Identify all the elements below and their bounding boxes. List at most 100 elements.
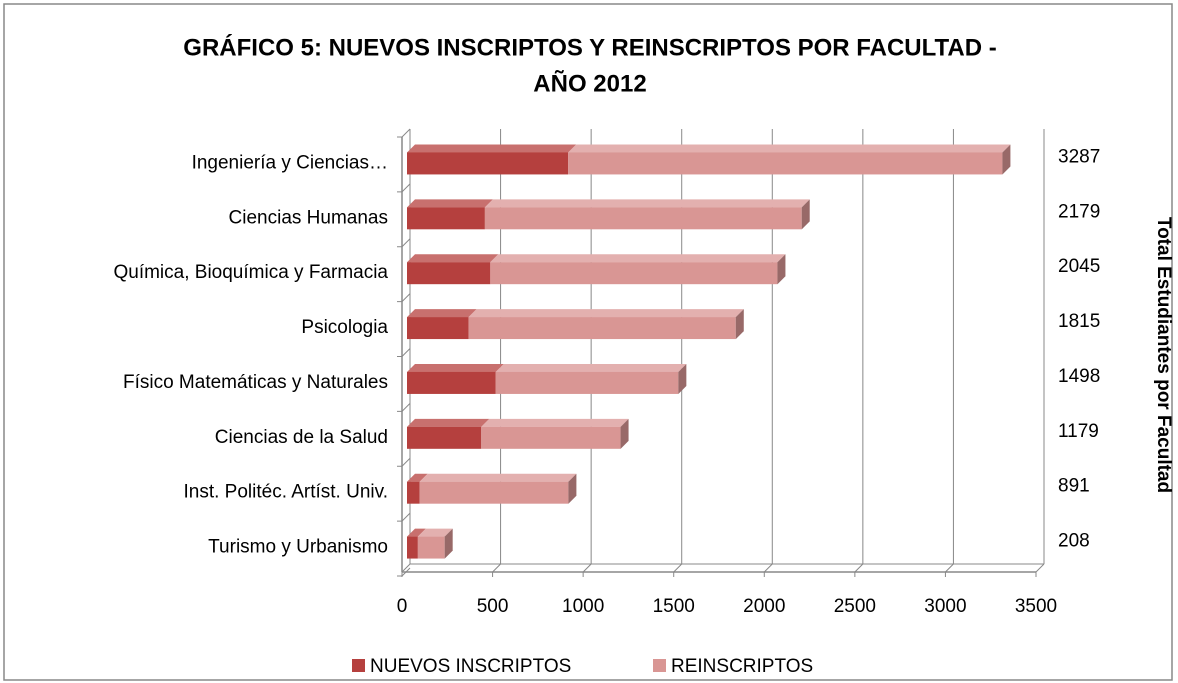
wall-line: [401, 293, 411, 302]
bar-top: [495, 363, 687, 372]
bar-top: [484, 199, 810, 208]
total-label: 1179: [1058, 421, 1099, 442]
bar-segment: [407, 363, 504, 394]
bar-side: [777, 254, 786, 285]
bar-front: [481, 426, 621, 449]
bar-segment: [568, 144, 1011, 175]
bar-front: [417, 536, 445, 559]
bar-front: [407, 481, 420, 504]
floor-tick: [492, 563, 501, 573]
y-tick-label: Inst. Politéc. Artíst. Univ.: [184, 482, 389, 503]
bar-top: [407, 254, 499, 263]
chart-title: AÑO 2012: [533, 69, 646, 97]
bar-side: [568, 473, 577, 504]
bar-top: [407, 528, 426, 537]
x-tick-label: 3500: [1015, 596, 1057, 617]
total-label: 2179: [1058, 201, 1100, 222]
bar-side: [620, 418, 629, 449]
bar-top: [407, 199, 493, 208]
floor-tick: [673, 563, 683, 573]
bar-front: [407, 536, 418, 559]
y-tick-label: Química, Bioquímica y Farmacia: [113, 262, 388, 283]
wall-line: [401, 403, 411, 412]
bar-segment: [407, 144, 577, 175]
y-tick-label: Psicologia: [301, 317, 388, 338]
bar-segment: [407, 418, 490, 449]
bar-segment: [417, 528, 453, 559]
y-tick-label: Ciencias Humanas: [229, 207, 388, 228]
bar-segment: [407, 254, 499, 285]
wall-line: [401, 348, 411, 357]
bar-top: [407, 144, 577, 153]
bar-front: [407, 426, 482, 449]
bar-front: [407, 152, 569, 175]
bar-top: [419, 473, 577, 482]
legend-swatch: [653, 659, 666, 672]
bar-front: [484, 207, 802, 230]
wall-line: [401, 183, 411, 193]
wall-line: [401, 457, 411, 467]
legend-swatch: [352, 659, 365, 672]
bar-top: [481, 418, 629, 427]
bar-top: [407, 418, 490, 427]
y-tick-label: Ingeniería y Ciencias…: [192, 152, 388, 173]
bar-front: [490, 262, 778, 285]
y-tick-label: Ciencias de la Salud: [215, 427, 388, 448]
bar-side: [801, 199, 810, 230]
wall-line: [401, 238, 411, 248]
bar-front: [468, 317, 736, 340]
wall-line: [401, 512, 411, 522]
floor-tick: [1035, 563, 1045, 573]
bar-segment: [407, 473, 428, 504]
bar-segment: [495, 363, 687, 394]
bar-segment: [419, 473, 577, 504]
bar-top: [407, 473, 428, 482]
total-label: 1498: [1058, 366, 1100, 387]
x-tick-label: 2000: [743, 596, 785, 617]
total-label: 208: [1058, 531, 1090, 552]
total-label: 2045: [1058, 256, 1100, 277]
wall-line: [401, 567, 411, 577]
bar-segment: [407, 309, 477, 340]
x-tick-label: 1500: [653, 596, 695, 617]
bar-segment: [481, 418, 629, 449]
bar-segment: [468, 309, 744, 340]
total-label: 1815: [1058, 311, 1100, 332]
floor-tick: [763, 563, 773, 573]
floor-tick: [401, 563, 411, 573]
x-tick-label: 500: [477, 596, 509, 617]
bar-side: [444, 528, 453, 559]
bar-top: [417, 528, 453, 537]
total-label: 891: [1058, 476, 1090, 497]
bar-front: [407, 317, 469, 340]
x-tick-label: 2500: [834, 596, 876, 617]
bar-segment: [484, 199, 810, 230]
bar-side: [735, 309, 744, 340]
floor-tick: [854, 563, 864, 573]
chart-title: GRÁFICO 5: NUEVOS INSCRIPTOS Y REINSCRIP…: [183, 33, 996, 61]
floor-tick: [945, 563, 954, 573]
bar-top: [407, 363, 504, 372]
legend-label: REINSCRIPTOS: [671, 656, 813, 677]
x-tick-label: 0: [397, 596, 408, 617]
y-tick-label: Turismo y Urbanismo: [208, 537, 388, 558]
bar-segment: [490, 254, 786, 285]
bar-front: [495, 371, 679, 394]
bar-side: [1002, 144, 1011, 175]
bar-segment: [407, 199, 493, 230]
legend-label: NUEVOS INSCRIPTOS: [370, 656, 571, 677]
floor-tick: [582, 563, 592, 573]
bar-top: [490, 254, 786, 263]
bar-front: [419, 481, 569, 504]
bar-top: [407, 309, 477, 318]
total-label: 3287: [1058, 146, 1100, 167]
bar-front: [407, 262, 491, 285]
bar-top: [468, 309, 744, 318]
chart-border: [3, 3, 1173, 681]
bar-front: [568, 152, 1003, 175]
x-tick-label: 1000: [562, 596, 604, 617]
bar-front: [407, 207, 485, 230]
bar-top: [568, 144, 1011, 153]
y2-axis-label: Total Estudiantes por Facultad: [1153, 217, 1174, 493]
